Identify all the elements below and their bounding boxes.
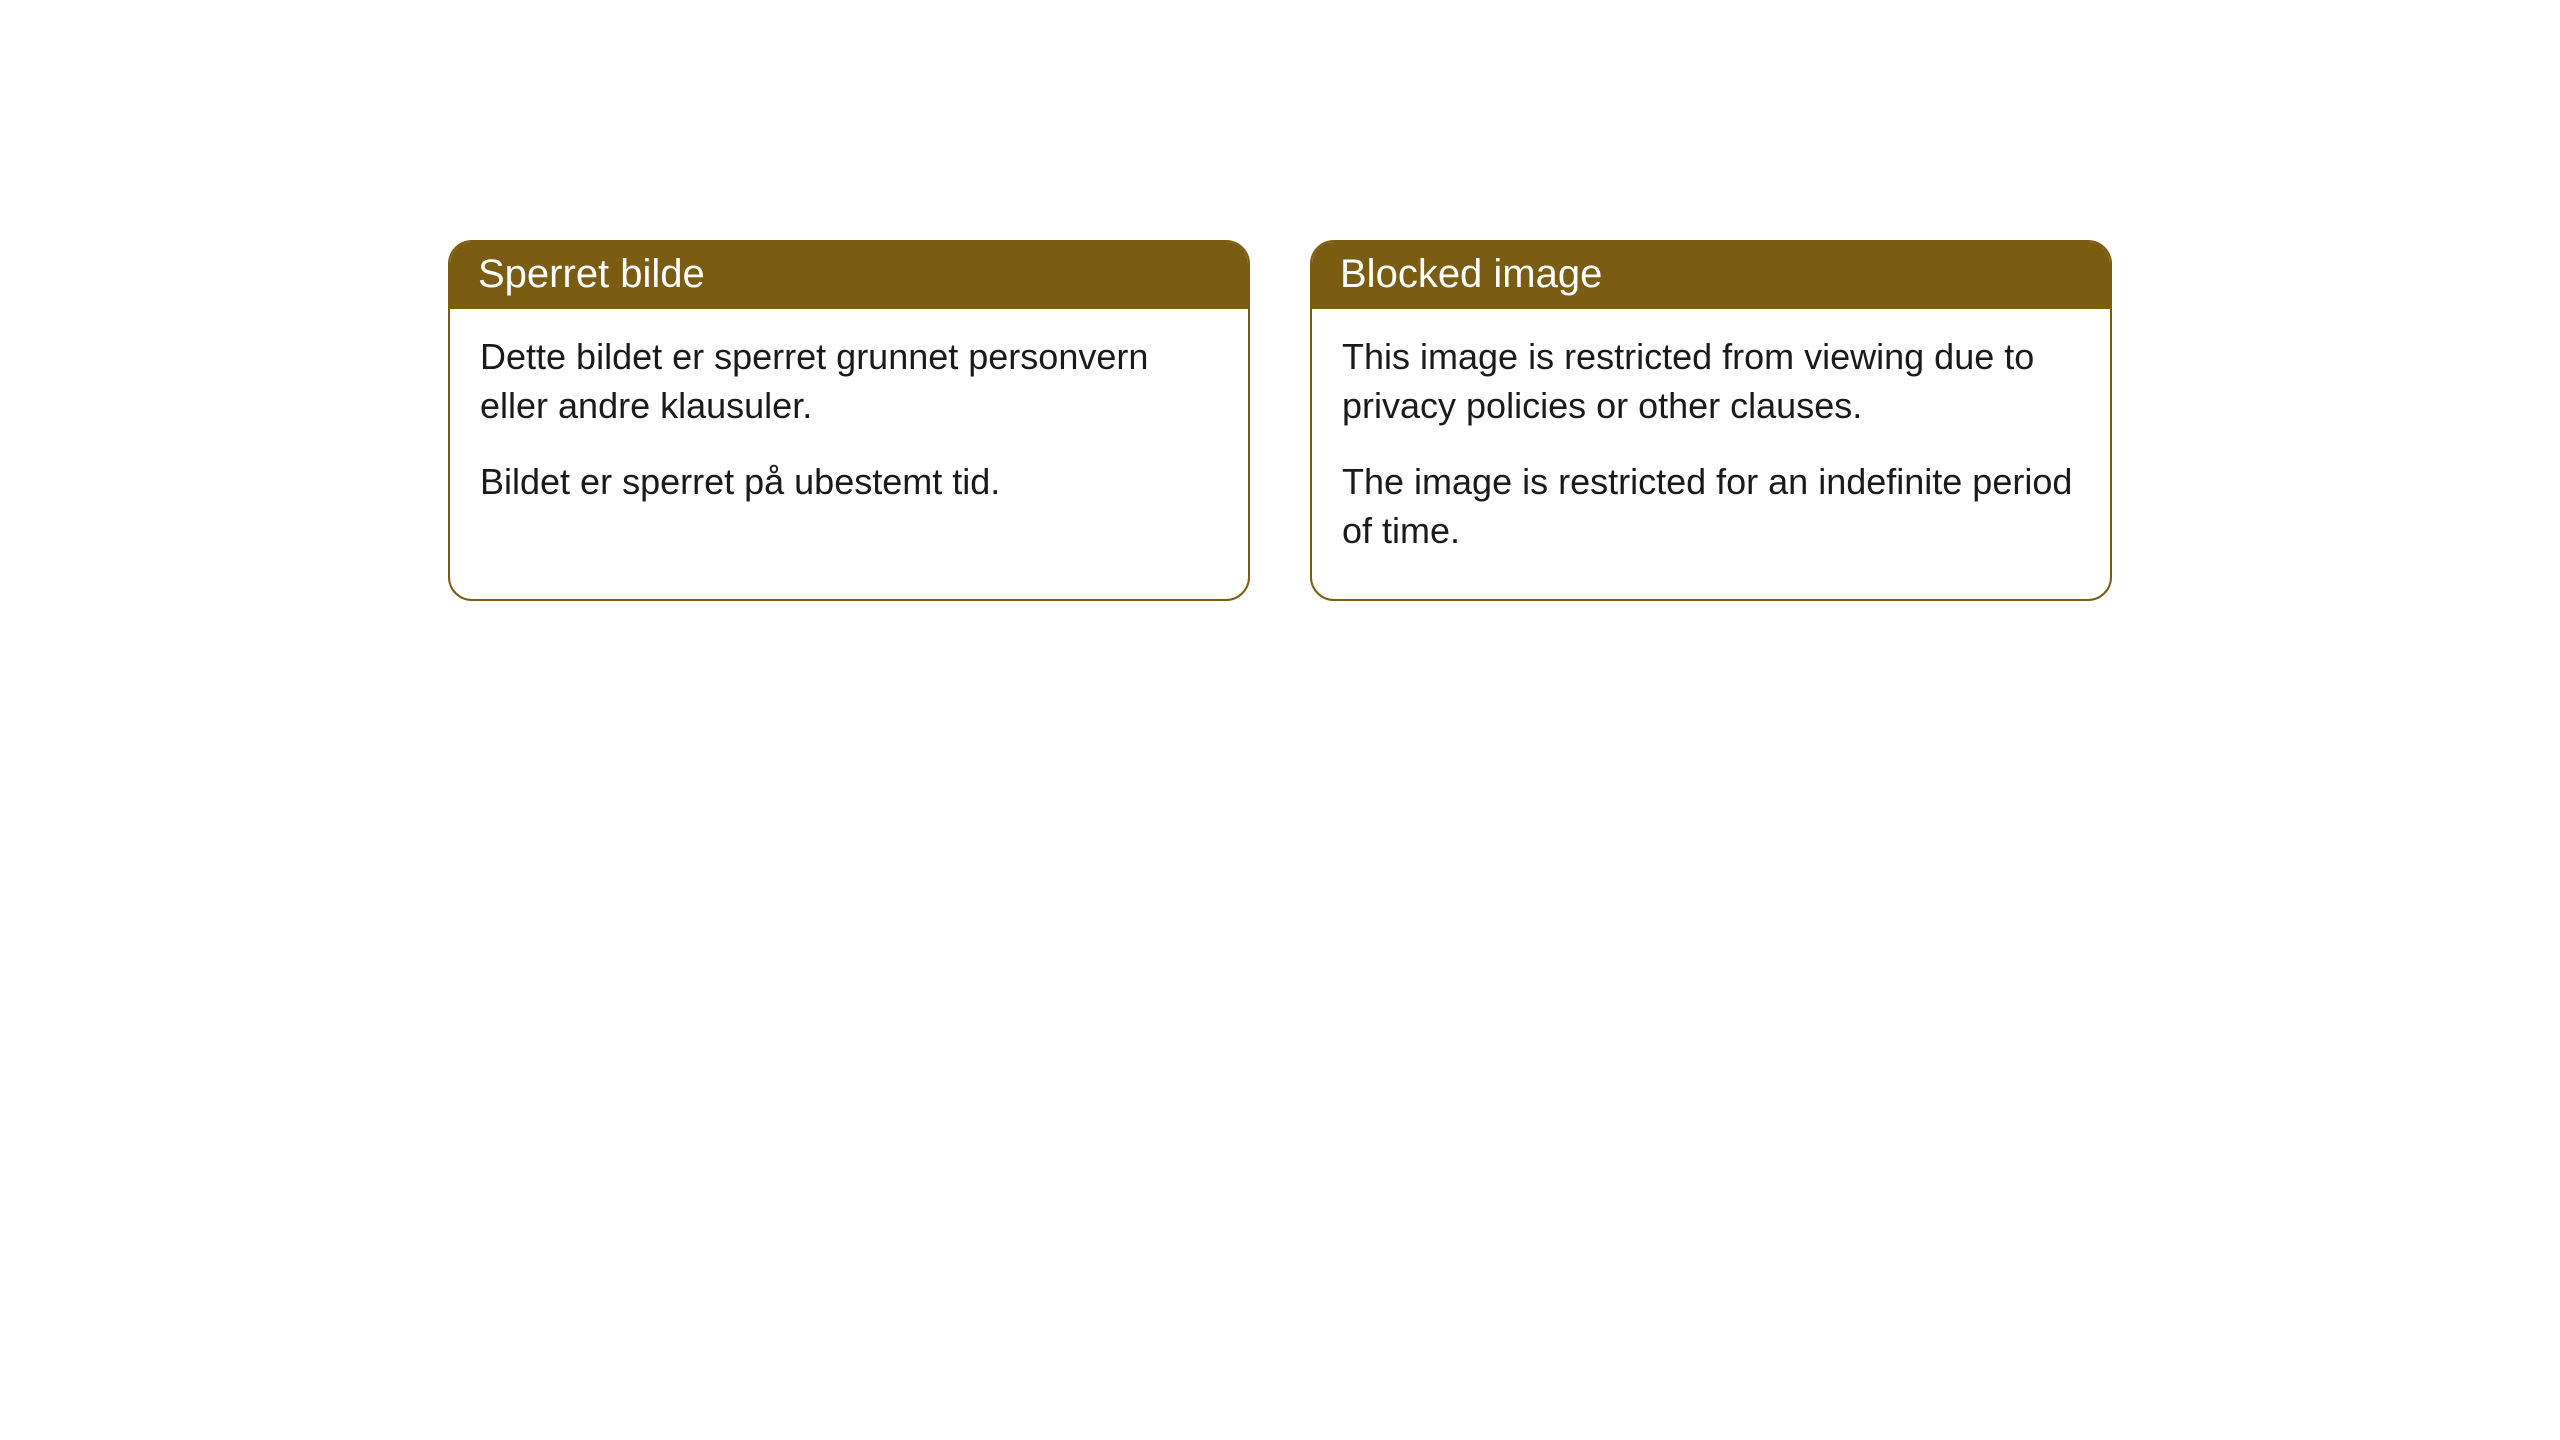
card-header-no: Sperret bilde [450, 242, 1248, 309]
card-title-en: Blocked image [1340, 252, 1602, 296]
card-paragraph-en-2: The image is restricted for an indefinit… [1342, 458, 2080, 555]
card-paragraph-en-1: This image is restricted from viewing du… [1342, 333, 2080, 430]
card-body-no: Dette bildet er sperret grunnet personve… [450, 309, 1248, 551]
cards-container: Sperret bilde Dette bildet er sperret gr… [448, 240, 2112, 601]
card-title-no: Sperret bilde [478, 252, 705, 296]
blocked-image-card-en: Blocked image This image is restricted f… [1310, 240, 2112, 601]
card-header-en: Blocked image [1312, 242, 2110, 309]
blocked-image-card-no: Sperret bilde Dette bildet er sperret gr… [448, 240, 1250, 601]
card-paragraph-no-1: Dette bildet er sperret grunnet personve… [480, 333, 1218, 430]
card-body-en: This image is restricted from viewing du… [1312, 309, 2110, 599]
card-paragraph-no-2: Bildet er sperret på ubestemt tid. [480, 458, 1218, 507]
